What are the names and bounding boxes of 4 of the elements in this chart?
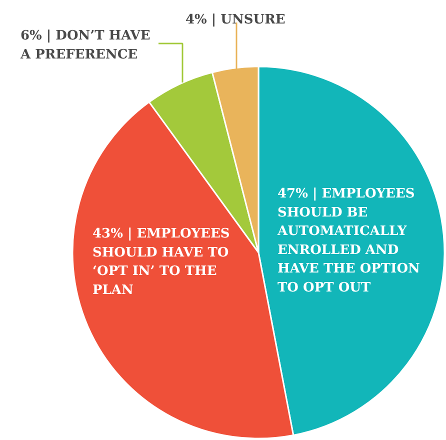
slice-label: 4% | UNSURE	[186, 12, 286, 28]
slice-label: 43% | EMPLOYEES SHOULD HAVE TO ‘OPT IN’ TO THE PLAN	[92, 226, 230, 298]
slice-label: 6% | DON’T HAVE A PREFERENCE	[20, 28, 150, 62]
slice-label: 47% | EMPLOYEES SHOULD BE AUTOMATICALLY ENROLLED AND HAVE THE OPTION TO OPT OUT	[276, 186, 420, 296]
